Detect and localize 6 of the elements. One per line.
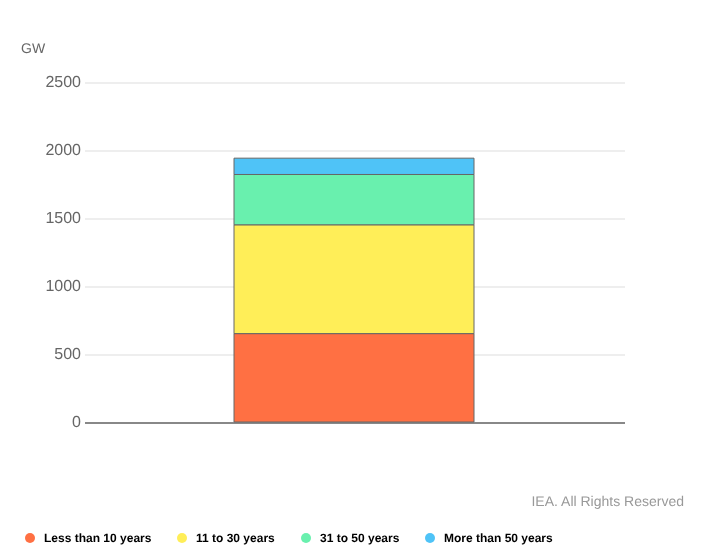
y-tick-label: 2000 <box>45 141 83 159</box>
y-tick-label: 1500 <box>45 209 83 227</box>
y-tick-label: 2500 <box>45 73 83 91</box>
y-tick-label: 500 <box>54 345 83 363</box>
y-tick-label: 0 <box>72 413 83 431</box>
y-tick-label: 1000 <box>45 277 83 295</box>
